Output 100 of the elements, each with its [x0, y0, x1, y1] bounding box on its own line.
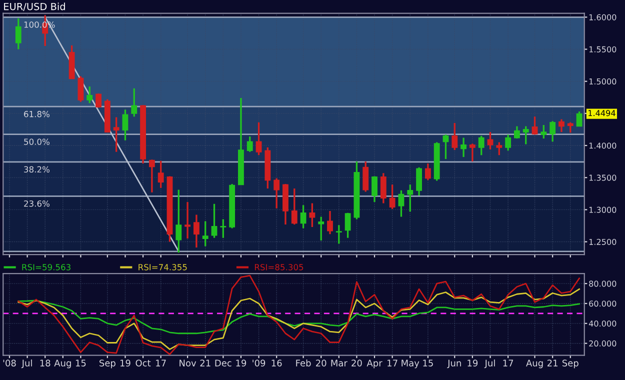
candlestick — [496, 141, 502, 156]
candlestick — [372, 175, 378, 203]
candlestick — [309, 202, 316, 228]
annotation: 38.2% — [24, 166, 50, 173]
candlestick — [256, 122, 262, 156]
x-tick-label: Oct — [136, 360, 151, 366]
line-series — [18, 300, 580, 334]
candlestick — [96, 92, 102, 108]
candlestick — [380, 172, 386, 204]
legend-label: RSI=59.563 — [22, 264, 70, 270]
x-tick-label: Sep — [100, 360, 116, 368]
x-tick-label: Aug — [526, 360, 543, 368]
y-tick-label: 80.000 — [589, 280, 616, 287]
candlestick — [184, 201, 191, 240]
candlestick — [202, 220, 208, 248]
candlestick — [487, 131, 494, 150]
annotation: 23.6% — [24, 200, 50, 207]
legend-label: RSI=74.355 — [138, 264, 187, 270]
x-tick-label: Feb — [296, 359, 311, 366]
candlestick — [424, 162, 431, 181]
candlestick — [532, 116, 538, 136]
candlestick — [478, 135, 484, 156]
y-tick-label: 20.000 — [589, 340, 616, 347]
x-tick-label: 19 — [468, 360, 478, 366]
candlestick — [469, 142, 476, 162]
x-tick-label: 17 — [388, 360, 398, 366]
annotation: 50.0% — [24, 138, 50, 145]
x-tick-label: 20 — [352, 360, 362, 366]
candlestick — [176, 188, 182, 254]
x-tick-label: Dec — [215, 360, 232, 366]
candlestick — [327, 210, 333, 235]
x-tick-label: 15 — [423, 360, 433, 366]
x-tick-label: Apr — [366, 360, 382, 368]
candlestick — [505, 134, 512, 152]
candlestick — [442, 134, 449, 160]
x-tick-label: Jul — [484, 359, 495, 368]
x-tick-label: 15 — [76, 360, 86, 366]
candlestick — [246, 136, 253, 153]
candlestick — [193, 214, 200, 248]
candlestick — [416, 166, 422, 196]
x-tick-label: 16 — [272, 360, 282, 366]
candlestick — [362, 160, 369, 193]
candlestick — [344, 212, 351, 239]
candlestick — [122, 108, 128, 142]
candlestick — [567, 122, 574, 134]
candlestick — [211, 203, 218, 239]
candlestick — [291, 188, 298, 226]
candlestick — [558, 118, 564, 133]
candlestick — [407, 184, 414, 212]
candlestick — [460, 136, 467, 158]
x-tick-label: 21 — [547, 360, 558, 366]
chart-title: EUR/USD Bid — [4, 2, 65, 11]
y-tick-label: 60.000 — [589, 300, 616, 307]
x-tick-label: 17 — [156, 360, 166, 366]
candlestick — [113, 116, 120, 153]
x-tick-label: Jun — [447, 360, 461, 368]
x-tick-label: '08 — [3, 360, 16, 366]
x-tick-label: 21 — [200, 360, 210, 366]
line-series — [18, 274, 580, 355]
candlestick — [274, 177, 280, 210]
annotation: 61.8% — [24, 110, 50, 118]
candlestick — [86, 86, 93, 104]
x-tick-label: Sep — [562, 360, 578, 368]
candlestick — [522, 125, 529, 146]
y-tick-label: 1.6000 — [589, 14, 616, 20]
line-series — [18, 288, 580, 350]
candlestick — [398, 190, 404, 218]
candlestick — [148, 158, 155, 194]
candlestick — [452, 122, 458, 151]
legend-label: RSI=85.305 — [254, 264, 304, 270]
candlestick — [540, 124, 547, 140]
y-tick-label: 1.5000 — [589, 78, 616, 84]
x-tick-label: Jul — [21, 359, 32, 368]
candlestick — [131, 88, 138, 118]
x-tick-label: May — [402, 360, 420, 368]
candlestick — [300, 204, 306, 230]
x-tick-label: '09 — [252, 360, 266, 366]
candlestick — [78, 75, 84, 103]
y-tick-label: 1.2500 — [589, 238, 616, 245]
y-tick-label: 40.000 — [588, 320, 616, 327]
candlestick — [220, 218, 226, 239]
candlestick — [15, 18, 22, 50]
candlestick — [514, 125, 520, 140]
x-tick-label: 18 — [40, 360, 50, 366]
y-tick-label: 1.4000 — [589, 142, 616, 149]
candlestick — [389, 184, 396, 210]
x-tick-label: 20 — [316, 360, 326, 366]
candlestick — [318, 216, 324, 242]
x-tick-label: 19 — [120, 360, 130, 366]
x-tick-label: Nov — [180, 360, 196, 366]
x-tick-label: 17 — [503, 360, 514, 366]
candlestick — [158, 160, 164, 189]
y-tick-label: 1.3500 — [589, 174, 616, 181]
y-tick-label: 1.3000 — [589, 206, 616, 213]
candlestick — [336, 224, 342, 245]
annotation: 1.4494 — [588, 110, 616, 116]
x-tick-label: Mar — [331, 360, 348, 366]
y-tick-label: 1.5500 — [589, 46, 616, 52]
x-tick-label: Aug — [54, 360, 71, 368]
x-tick-label: 19 — [236, 360, 246, 366]
